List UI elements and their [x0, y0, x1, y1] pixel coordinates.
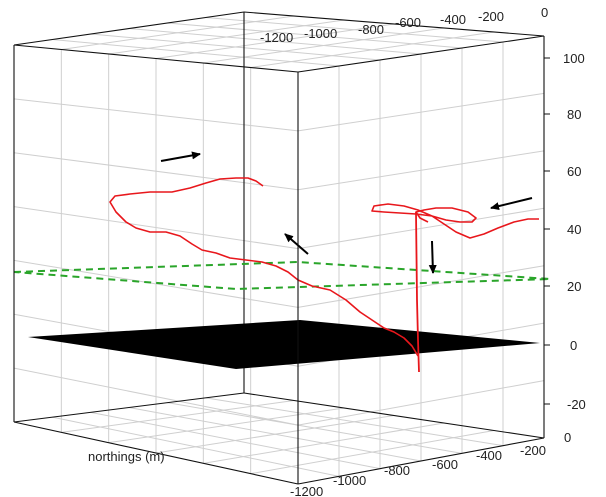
back-tick: 0	[541, 5, 548, 20]
gridline	[250, 31, 495, 68]
northings-tick: 0	[564, 430, 571, 445]
direction-arrow-down	[428, 240, 437, 274]
gridline	[13, 367, 299, 426]
gridline	[205, 397, 504, 447]
gridlines	[13, 15, 545, 477]
frame-edge	[243, 392, 545, 439]
trajectory-loop	[371, 203, 539, 239]
frame-edge	[13, 11, 245, 46]
frame-edge	[13, 44, 299, 73]
frame-edge	[297, 437, 545, 485]
northings-tick: -200	[520, 443, 546, 458]
vertical-tick: 100	[563, 51, 585, 66]
trajectory	[109, 177, 539, 373]
gridline	[13, 98, 299, 132]
back-tick: -1000	[304, 26, 337, 41]
back-depth-ticks: -1200 -1000 -800 -600 -400 -200 0	[260, 5, 548, 45]
frame-edge	[13, 421, 299, 485]
gridline	[297, 380, 545, 426]
back-tick: -800	[358, 22, 384, 37]
back-tick: -200	[478, 9, 504, 24]
northings-axis-label: northings (m)	[88, 449, 165, 464]
northings-ticks: -1200 -1000 -800 -600 -400 -200 0	[290, 430, 571, 497]
vertical-tick: -20	[567, 397, 586, 412]
direction-arrow-up-left	[284, 233, 309, 255]
gridline	[13, 206, 299, 250]
direction-arrow-right	[160, 151, 201, 162]
gridline	[297, 150, 545, 191]
gridline	[13, 259, 299, 308]
vertical-tick: 60	[567, 164, 581, 179]
trajectory-descent	[415, 211, 420, 373]
vertical-tick: 40	[567, 222, 581, 237]
vertical-tick: 0	[570, 338, 577, 353]
dashed-plane	[13, 260, 551, 291]
solid-plane-z0	[28, 320, 540, 369]
northings-tick: -800	[384, 463, 410, 478]
box-frame-back	[13, 12, 545, 439]
northings-tick: -600	[432, 457, 458, 472]
back-tick: -400	[440, 12, 466, 27]
direction-arrow-left	[490, 197, 533, 210]
back-tick: -1200	[260, 30, 293, 45]
frame-edge	[243, 11, 545, 37]
northings-tick: -1200	[290, 484, 323, 497]
vertical-tick: 20	[567, 279, 581, 294]
box-frame-front	[13, 11, 550, 485]
northings-tick: -1000	[333, 473, 366, 488]
gridline	[13, 152, 299, 191]
frame-edge	[297, 35, 545, 73]
back-tick: -600	[395, 15, 421, 30]
vertical-tick: 80	[567, 107, 581, 122]
direction-arrows	[160, 151, 533, 274]
gridline	[297, 265, 545, 308]
gridline	[297, 207, 545, 250]
vertical-axis-ticks: 100 80 60 40 20 0 -20	[563, 51, 586, 412]
frame-edge	[13, 392, 245, 423]
northings-tick: -400	[476, 448, 502, 463]
trajectory-line	[109, 177, 419, 357]
gridline	[297, 92, 545, 132]
